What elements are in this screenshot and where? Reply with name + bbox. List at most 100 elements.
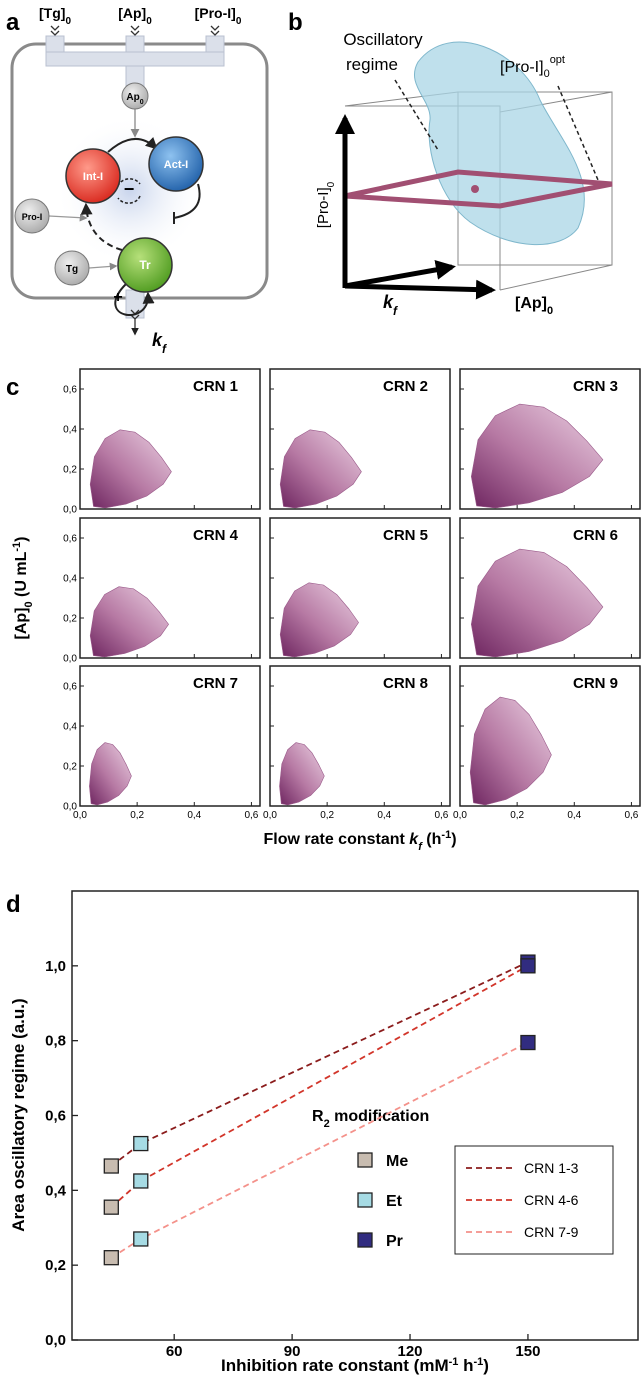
panel-title: CRN 8 — [383, 675, 428, 692]
panel-frame — [79, 517, 261, 659]
oscillatory-region — [279, 742, 325, 806]
plane-label: [Pro-I]0opt — [500, 54, 565, 80]
region-panel: CRN 9 0,0 0,2 0,4 0,6 — [453, 665, 641, 821]
node-label: Ap0 — [126, 92, 143, 106]
axes-arrows — [335, 114, 496, 300]
text-part: [Pro-I] — [195, 5, 236, 21]
node — [14, 198, 50, 234]
axis-label: [Ap]0 — [515, 295, 553, 317]
node — [117, 237, 173, 293]
x-tick-label: 0,4 — [187, 810, 201, 821]
panel-title: CRN 3 — [573, 378, 618, 395]
y-tick-label: 0,2 — [63, 762, 77, 773]
marker — [520, 958, 536, 974]
input-label: [Tg]0 — [39, 5, 71, 27]
node — [121, 82, 149, 110]
text-part: [Tg] — [39, 5, 65, 21]
text-part: modification — [330, 1108, 430, 1125]
text-part: ) — [483, 1356, 489, 1375]
inlet-tubes — [45, 35, 225, 319]
y-tick-label: 0,4 — [63, 425, 77, 436]
region-panel: CRN 3 — [459, 368, 641, 510]
panel-title: CRN 7 — [193, 675, 238, 692]
point — [471, 185, 479, 193]
y-axis-label: Area oscillatory regime (a.u.) — [9, 998, 28, 1231]
text-part: 0 — [547, 305, 553, 317]
series-line — [110, 965, 529, 1208]
oscillatory-region — [469, 696, 552, 806]
marker — [103, 1158, 119, 1174]
x-tick-label: 0,0 — [453, 810, 467, 821]
panel-title: CRN 5 — [383, 527, 428, 544]
text-part: -1 — [449, 1356, 459, 1368]
legend-label: CRN 4-6 — [524, 1192, 579, 1208]
phase-space-diagram: Oscillatory regime [Pro-I]0opt [Pro-I]0 … — [315, 30, 613, 318]
legend-label: Me — [386, 1153, 408, 1170]
oscillatory-region — [279, 429, 362, 509]
x-tick-label: 0,0 — [73, 810, 87, 821]
region-panel: CRN 6 — [459, 517, 641, 659]
legend-label: Pr — [386, 1233, 403, 1250]
shape — [130, 25, 140, 36]
oscillatory-region — [279, 582, 359, 658]
oscillatory-region — [470, 403, 604, 509]
text-part: f — [393, 304, 398, 318]
text-part: (h — [422, 831, 442, 848]
legend-label: CRN 1-3 — [524, 1160, 579, 1176]
text-part: 0 — [140, 99, 144, 106]
series-line — [110, 961, 529, 1167]
marker — [103, 1250, 119, 1266]
activation-arrow — [107, 137, 158, 153]
oscillatory-region — [89, 742, 132, 806]
x-tick-label: 0,6 — [244, 810, 258, 821]
text-part: opt — [550, 54, 565, 66]
legend-marker — [357, 1152, 373, 1168]
outflow-label: kf — [152, 330, 167, 356]
node-label: Tr — [139, 258, 151, 272]
text-part: -1 — [11, 542, 23, 552]
region-panel: CRN 7 0,0 0,2 0,4 0,6 0,0 0,2 0,4 0,6 — [63, 665, 261, 821]
text-part: (U mL — [13, 551, 30, 601]
text-part: [Ap] — [118, 5, 146, 21]
x-tick-label: 0,2 — [320, 810, 334, 821]
x-tick-label: 0,4 — [377, 810, 391, 821]
region-label: regime — [346, 55, 398, 74]
y-tick-label: 0,4 — [63, 722, 77, 733]
node-label: Pro-I — [22, 212, 43, 222]
panel-frame — [459, 368, 641, 510]
text-part: [Ap] — [13, 608, 30, 640]
panel-label: c — [6, 374, 19, 401]
panel-frame — [459, 665, 641, 807]
y-tick-label: 0,6 — [45, 1108, 66, 1125]
y-tick-label: 0,0 — [63, 505, 77, 516]
panel-frame — [269, 368, 451, 510]
panel-title: CRN 9 — [573, 675, 618, 692]
input-label: [Ap]0 — [118, 5, 152, 27]
x-axis-label: Flow rate constant kf (h-1) — [263, 829, 456, 853]
y-tick-label: 0,6 — [63, 534, 77, 545]
marker — [133, 1135, 149, 1152]
reactor-diagram: [Tg]0 [Ap]0 [Pro-I]0 − + Ap0 Int-I Act-I… — [10, 5, 269, 356]
y-tick-label: 0,8 — [45, 1033, 66, 1050]
y-tick-label: 0,2 — [63, 614, 77, 625]
node-label: Act-I — [164, 159, 188, 171]
panel-frame — [79, 368, 261, 510]
marker — [520, 1034, 536, 1051]
axis-label: kf — [383, 292, 398, 318]
autocatalysis-arrow — [114, 283, 155, 317]
text-part: ) — [13, 537, 30, 542]
text-part: 0 — [236, 16, 242, 27]
text-part: -1 — [474, 1356, 484, 1368]
text-part: [Ap] — [515, 295, 547, 312]
text-part: 0 — [23, 601, 35, 607]
arrow — [88, 262, 118, 271]
text-part: Flow rate constant — [263, 831, 409, 848]
negative-sign: − — [124, 179, 135, 199]
dashed-arrow — [80, 202, 123, 251]
shape — [344, 259, 456, 289]
panel-label: a — [6, 9, 20, 36]
y-tick-label: 0,6 — [63, 385, 77, 396]
